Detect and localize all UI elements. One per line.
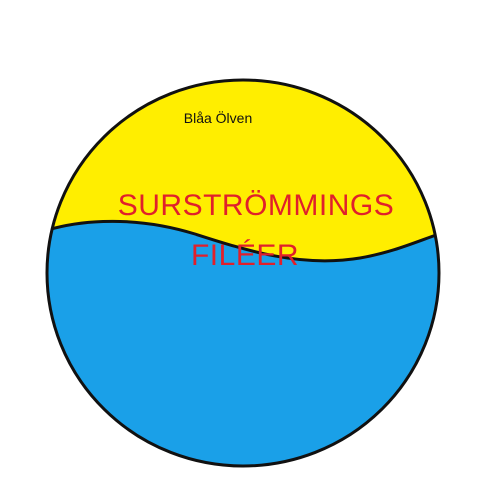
title-line-2: FILÉER xyxy=(190,239,300,272)
wave-line xyxy=(47,219,439,263)
title-line-1: SURSTRÖMMINGS xyxy=(117,189,395,222)
circle-outline xyxy=(45,78,441,468)
brand-name: Blåa Ölven xyxy=(183,110,253,126)
